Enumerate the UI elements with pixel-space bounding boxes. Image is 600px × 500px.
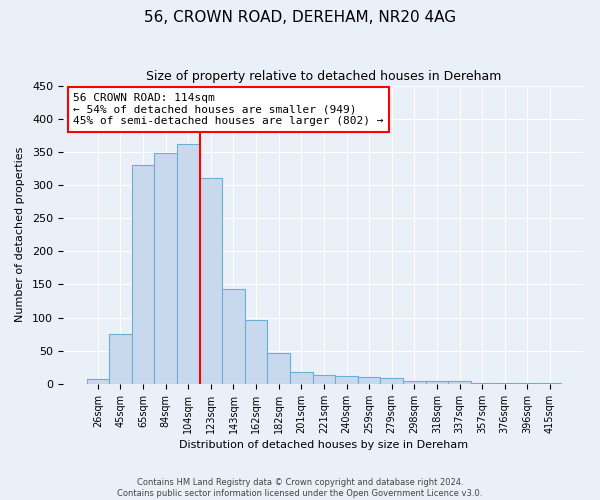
Text: 56, CROWN ROAD, DEREHAM, NR20 4AG: 56, CROWN ROAD, DEREHAM, NR20 4AG xyxy=(144,10,456,25)
Y-axis label: Number of detached properties: Number of detached properties xyxy=(15,147,25,322)
Bar xyxy=(109,334,132,384)
Bar xyxy=(268,354,290,384)
X-axis label: Distribution of detached houses by size in Dereham: Distribution of detached houses by size … xyxy=(179,440,469,450)
Bar xyxy=(425,380,448,384)
Bar xyxy=(245,320,268,384)
Bar xyxy=(358,378,380,384)
Title: Size of property relative to detached houses in Dereham: Size of property relative to detached ho… xyxy=(146,70,502,83)
Bar xyxy=(403,380,425,384)
Text: Contains HM Land Registry data © Crown copyright and database right 2024.
Contai: Contains HM Land Registry data © Crown c… xyxy=(118,478,482,498)
Bar xyxy=(448,382,471,384)
Bar xyxy=(313,376,335,384)
Bar xyxy=(335,376,358,384)
Bar xyxy=(177,144,200,384)
Bar xyxy=(132,165,154,384)
Bar xyxy=(154,153,177,384)
Text: 56 CROWN ROAD: 114sqm
← 54% of detached houses are smaller (949)
45% of semi-det: 56 CROWN ROAD: 114sqm ← 54% of detached … xyxy=(73,93,384,126)
Bar xyxy=(86,380,109,384)
Bar xyxy=(493,382,516,384)
Bar xyxy=(380,378,403,384)
Bar xyxy=(290,372,313,384)
Bar xyxy=(471,382,493,384)
Bar xyxy=(200,178,222,384)
Bar xyxy=(222,289,245,384)
